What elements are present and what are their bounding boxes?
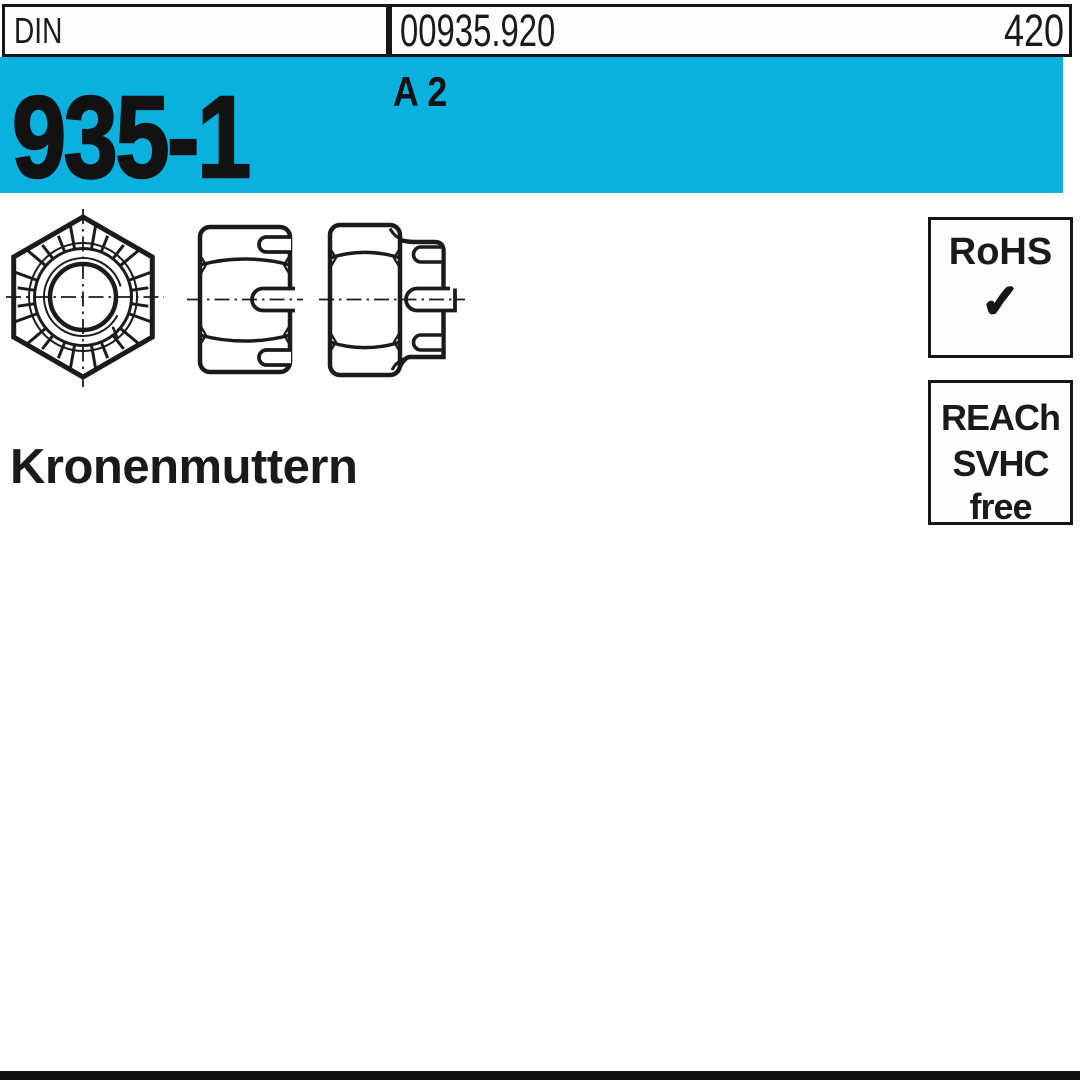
reach-label: REACh	[941, 397, 1061, 438]
din-header-box: DIN	[2, 4, 389, 57]
crown-nut-side-view-with-slots	[319, 222, 465, 378]
crown-nut-side-view	[187, 224, 303, 375]
din-label: DIN	[14, 9, 63, 51]
product-title: Kronenmuttern	[10, 440, 358, 494]
svhc-label: SVHC	[952, 443, 1049, 484]
article-header-box: 00935.920 420	[389, 4, 1072, 57]
reach-badge: REACh SVHC free	[928, 380, 1073, 525]
article-number: 00935.920	[400, 5, 556, 56]
material-grade: A 2	[393, 68, 448, 115]
rohs-label: RoHS	[948, 231, 1053, 273]
page-number: 420	[1003, 5, 1064, 56]
technical-drawing	[6, 209, 465, 387]
bottom-bar	[0, 1071, 1080, 1080]
checkmark-icon: ✓	[980, 275, 1021, 327]
rohs-badge: RoHS ✓	[928, 217, 1073, 358]
standard-banner: 935-1 A 2	[0, 57, 1063, 202]
free-label: free	[969, 486, 1032, 527]
crown-nut-front-view	[6, 209, 164, 387]
standard-number: 935-1	[11, 72, 252, 202]
